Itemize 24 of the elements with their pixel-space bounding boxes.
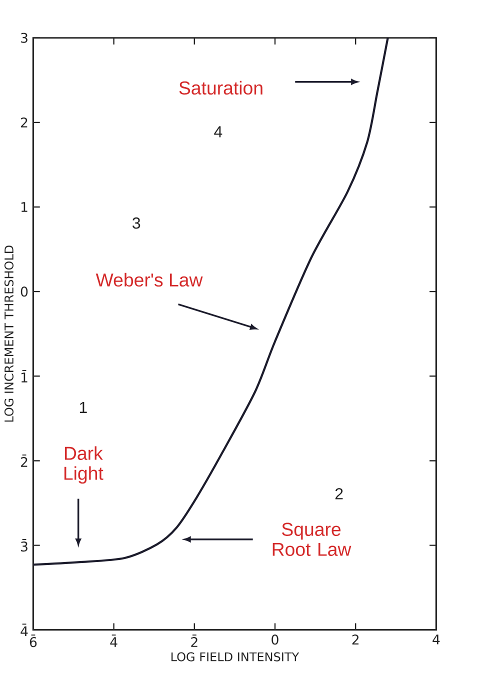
x-tick-label: 0 bbox=[272, 634, 278, 645]
y-tick-label: 3̄ bbox=[21, 539, 28, 552]
y-tick-label: 2̄ bbox=[21, 454, 28, 467]
annotation: Saturation bbox=[179, 80, 262, 95]
x-tick-label: 4̄ bbox=[110, 634, 118, 647]
annotation: 2 bbox=[335, 488, 343, 500]
annotation: 4 bbox=[214, 126, 222, 138]
annotation: 3 bbox=[132, 217, 140, 229]
x-tick-label: 6̄ bbox=[30, 634, 37, 648]
annotation: Dark Light bbox=[64, 446, 104, 484]
y-tick-label: 1̄ bbox=[22, 370, 28, 382]
x-axis-title: LOG FIELD INTENSITY bbox=[172, 652, 300, 662]
y-tick-label: 0 bbox=[20, 286, 28, 297]
annotation: Square Root Law bbox=[272, 522, 352, 556]
annotation: 1 bbox=[80, 402, 87, 413]
x-tick-label: 2̄ bbox=[191, 634, 198, 647]
y-tick-label: 2 bbox=[21, 117, 28, 128]
x-tick-label: 4 bbox=[432, 634, 440, 644]
y-tick-label: 3 bbox=[21, 32, 28, 43]
y-tick-label: 4̄ bbox=[20, 624, 28, 636]
y-tick-label: 1 bbox=[22, 202, 28, 212]
annotation: Weber's Law bbox=[96, 272, 203, 287]
x-tick-label: 2 bbox=[352, 634, 359, 644]
y-axis-title: LOG INCREMENT THRESHOLD bbox=[4, 246, 14, 422]
